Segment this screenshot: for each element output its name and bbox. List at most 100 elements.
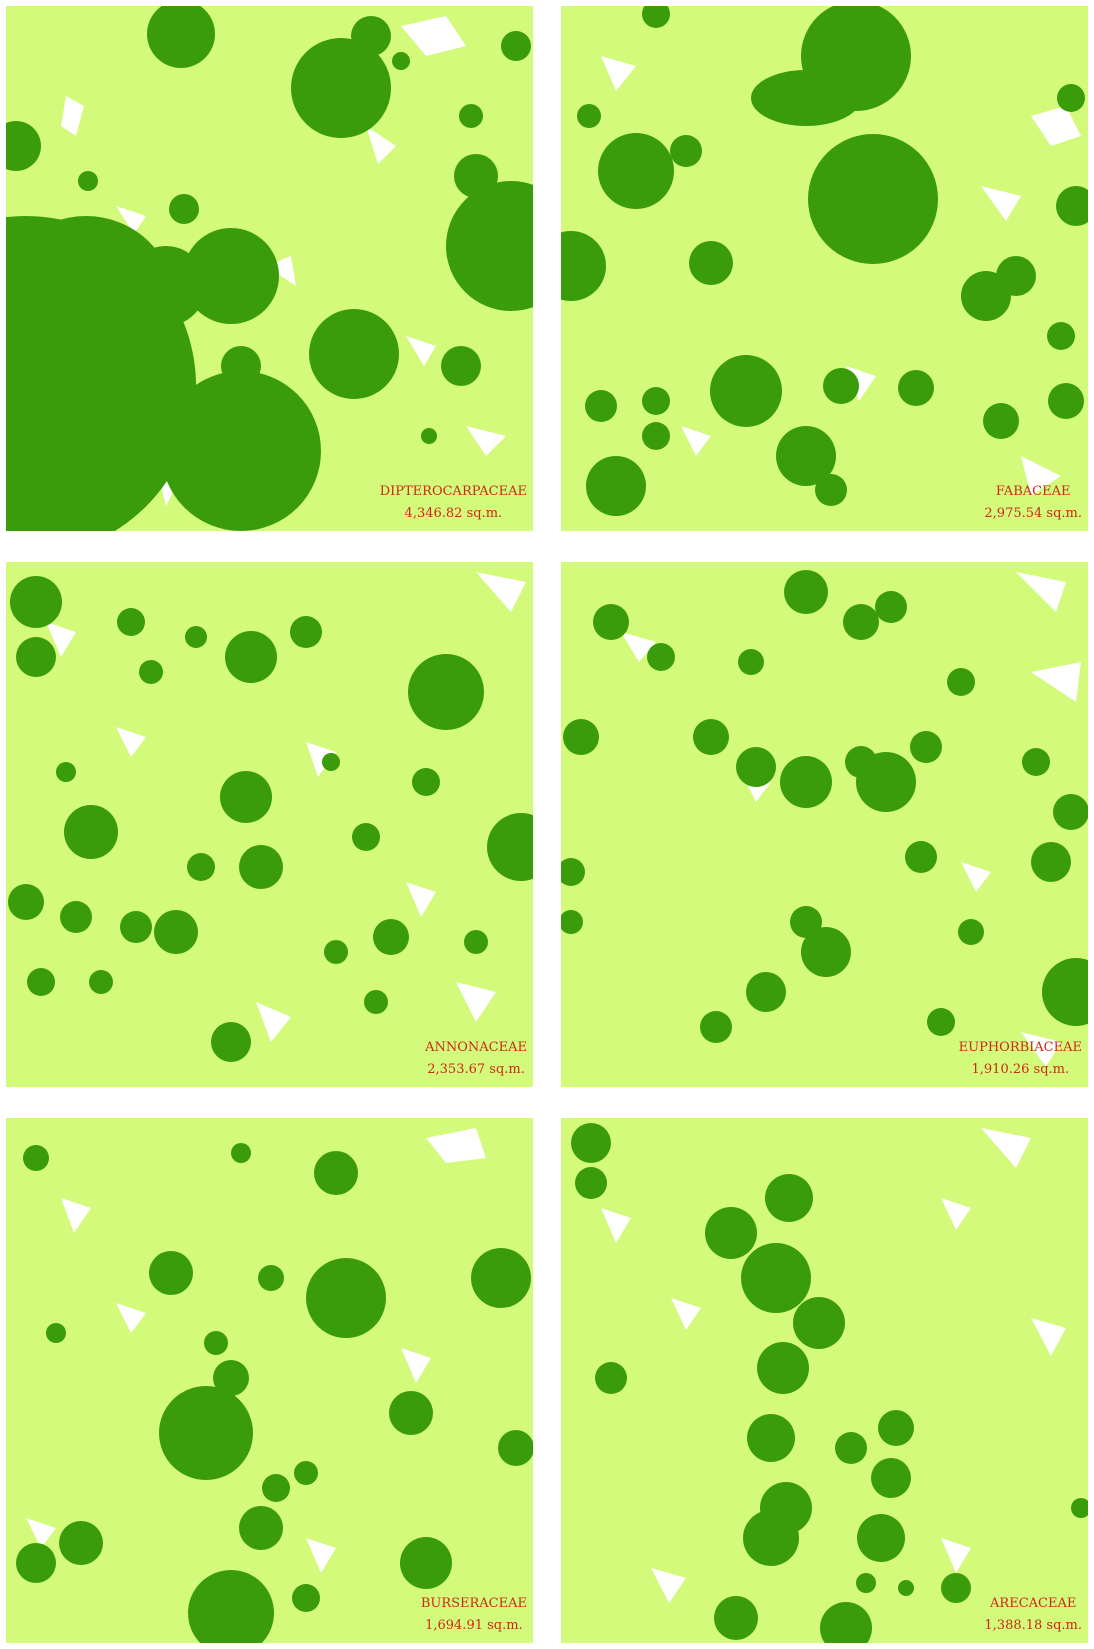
tree-crown [27,968,55,996]
tree-crown [16,637,56,677]
canopy-gap [116,727,146,757]
tree-crown [169,194,199,224]
crown-map-dipterocarpaceae [6,6,533,531]
tree-crown [857,1514,905,1562]
tree-crown [262,1474,290,1502]
tree-crown [586,456,646,516]
tree-crown [736,747,776,787]
canopy-gap [1031,662,1081,702]
map-label: ANNONACEAE 2,353.67 sq.m. [425,1037,527,1081]
tree-crown [161,371,321,531]
tree-crown [8,884,44,920]
tree-crown [220,771,272,823]
tree-crown [757,1342,809,1394]
tree-crown [563,719,599,755]
canopy-gap [671,1298,701,1330]
tree-crown [700,1011,732,1043]
tree-crown [808,134,938,264]
tree-crown [324,940,348,964]
family-name: ARECACEAE [990,1596,1077,1611]
tree-crown [392,52,410,70]
tree-crown [117,608,145,636]
tree-crown [322,753,340,771]
tree-crown [1048,383,1084,419]
tree-crown [459,104,483,128]
tree-crown [705,1207,757,1259]
canopy-gap [26,1518,56,1548]
tree-crown [898,1580,914,1596]
tree-crown [292,1584,320,1612]
map-label: DIPTEROCARPACEAE 4,346.82 sq.m. [380,481,527,525]
tree-crown [373,919,409,955]
tree-crown [693,719,729,755]
tree-crown [187,853,215,881]
tree-crown [561,231,606,301]
map-panel-burseraceae: BURSERACEAE 1,694.91 sq.m. [6,1118,533,1643]
canopy-gap [601,56,636,91]
crown-area: 4,346.82 sq.m. [404,506,503,521]
tree-crown [56,762,76,782]
canopy-gap [256,1002,291,1042]
family-name: BURSERACEAE [420,1596,527,1611]
tree-crown [575,1167,607,1199]
tree-crown [784,570,828,614]
tree-crown [642,387,670,415]
canopy-gap [61,96,84,136]
tree-crown [1057,84,1085,112]
canopy-gap [651,1568,686,1603]
tree-crown [16,1543,56,1583]
tree-crown [309,309,399,399]
tree-crown [464,930,488,954]
family-name: ANNONACEAE [425,1040,527,1055]
canopy-gap [116,206,146,234]
canopy-gap [621,632,656,662]
tree-crown [776,426,836,486]
tree-crown [910,731,942,763]
tree-crown [738,649,764,675]
map-panel-annonaceae: ANNONACEAE 2,353.67 sq.m. [6,562,533,1087]
tree-crown [593,604,629,640]
tree-crown [780,756,832,808]
canopy-gap [366,126,396,164]
tree-crown [845,746,877,778]
crown-area: 2,353.67 sq.m. [427,1062,525,1077]
tree-crown [408,654,484,730]
tree-crown [996,256,1036,296]
tree-crown [421,428,437,444]
tree-crown [689,241,733,285]
tree-crown [258,1265,284,1291]
tree-crown [471,1248,531,1308]
tree-crown [801,927,851,977]
tree-crown [642,6,670,28]
tree-crown [352,823,380,851]
tree-crown [306,1258,386,1338]
canopy-gap [601,1208,631,1243]
canopy-gap [406,882,436,917]
map-label: FABACEAE 2,975.54 sq.m. [984,481,1082,525]
tree-crown [239,1506,283,1550]
canopy-gap [306,742,336,777]
canopy-gap [1031,106,1081,146]
tree-crown [585,390,617,422]
tree-crown [412,768,440,796]
tree-crown [927,1008,955,1036]
tree-crown [139,660,163,684]
family-name: DIPTEROCARPACEAE [379,484,527,499]
crown-map-burseraceae [6,1118,533,1643]
canopy-gap [476,572,526,612]
canopy-gap [401,16,466,56]
map-label: EUPHORBIACEAE 1,910.26 sq.m. [959,1037,1082,1081]
tree-crown [843,604,879,640]
canopy-gap [116,1303,146,1333]
tree-crown [820,1602,872,1643]
canopy-gap [46,622,76,657]
crown-map-euphorbiaceae [561,562,1088,1087]
tree-crown [60,901,92,933]
tree-crown [710,355,782,427]
tree-crown [647,643,675,671]
tree-crown [1031,842,1071,882]
tree-crown [670,135,702,167]
tree-crown [743,1510,799,1566]
tree-crown [765,1174,813,1222]
tree-crown [835,1432,867,1464]
